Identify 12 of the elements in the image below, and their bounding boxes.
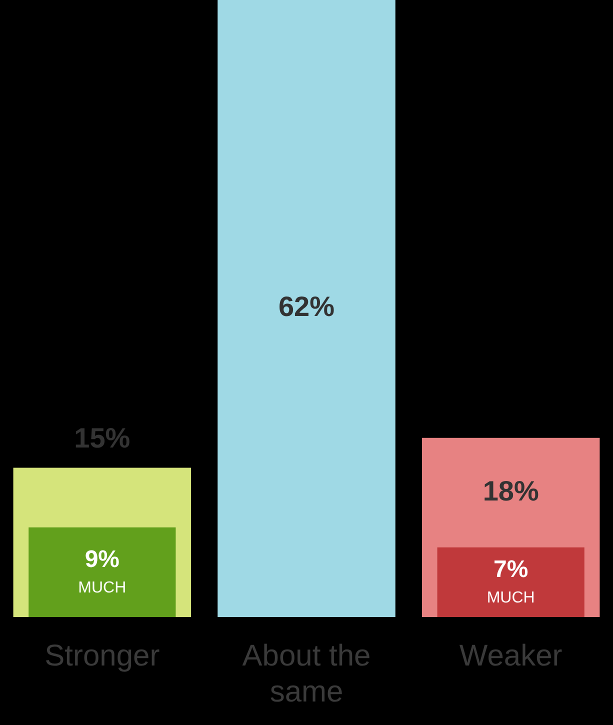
data-label: 62% xyxy=(278,291,335,322)
x-tick-label: Weaker xyxy=(459,639,562,672)
data-label: 9% xyxy=(84,546,120,573)
x-tick-label: About the same xyxy=(242,639,371,708)
series-label: MUCH xyxy=(486,590,535,607)
data-label: 18% xyxy=(482,475,539,506)
x-tick-label: Stronger xyxy=(44,639,160,672)
data-label: 7% xyxy=(493,556,528,583)
bar xyxy=(28,527,176,617)
text: MUCH xyxy=(78,580,126,597)
bar xyxy=(218,0,396,617)
bar xyxy=(437,547,584,617)
